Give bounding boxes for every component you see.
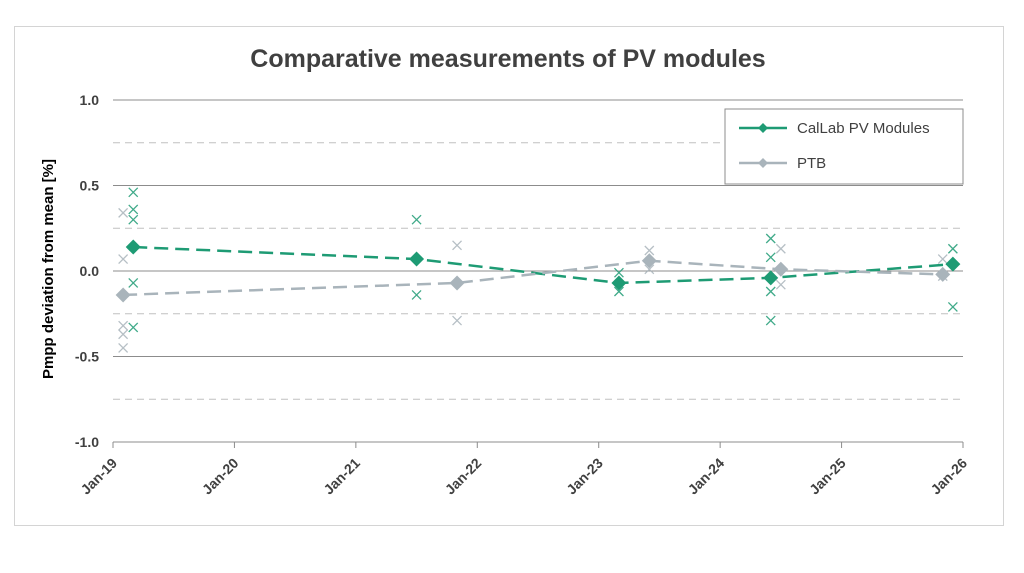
measurement-point [411,214,422,225]
chart-frame: Comparative measurements of PV modules 1… [14,26,1004,526]
series-marker [409,251,425,267]
measurement-point [947,243,958,254]
measurement-point [765,233,776,244]
measurement-point [775,243,786,254]
measurement-point [452,315,463,326]
y-axis-ticks: 1.0 0.5 0.0 -0.5 -1.0 [75,92,99,450]
chart-title: Comparative measurements of PV modules [250,45,765,73]
measurement-point [947,301,958,312]
x-tick-label: Jan-21 [320,455,363,498]
x-tick-label: Jan-26 [927,455,970,498]
series-line [133,245,953,285]
x-tick-label: Jan-19 [77,455,120,498]
series-marker [611,275,627,291]
measurement-point [613,286,624,297]
legend-marker [758,158,768,168]
measurement-point [118,329,129,340]
measurement-point [765,252,776,263]
series-marker [935,266,951,282]
series-line [123,259,943,297]
x-tick-label: Jan-25 [806,455,849,498]
series-marker [125,239,141,255]
y-axis-label: Pmpp deviation from mean [%] [40,159,57,379]
measurement-point [613,267,624,278]
series-marker [641,253,657,269]
y-tick-label: 0.0 [80,263,100,279]
legend-label: CalLab PV Modules [797,120,930,137]
x-axis-ticks: Jan-19 Jan-20 Jan-21 Jan-22 Jan-23 Jan-24 Jan-… [77,442,970,497]
x-tick-label: Jan-22 [442,455,485,498]
legend-box [724,108,964,185]
measurement-point [775,279,786,290]
series-marker [763,270,779,286]
measurement-point [411,289,422,300]
series-marker [115,287,131,303]
y-tick-label: -1.0 [75,434,99,450]
legend: CalLab PV Modules PTB [724,108,964,185]
measurement-point [128,278,139,288]
y-tick-label: -0.5 [75,349,99,365]
measurement-point [644,264,655,275]
measurement-point [128,214,139,225]
measurement-point [128,187,139,198]
y-tick-label: 1.0 [80,92,100,108]
x-tick-label: Jan-23 [563,455,606,498]
x-tick-label: Jan-24 [685,455,728,498]
measurement-point [118,320,129,331]
y-tick-label: 0.5 [80,178,100,194]
series-marker [945,256,961,272]
measurement-point [118,207,129,218]
chart: Comparative measurements of PV modules 1… [40,45,970,497]
measurement-point [118,254,129,264]
individual-measurements [118,187,958,353]
series-markers [115,239,961,303]
measurement-point [452,240,463,251]
measurement-point [765,315,776,326]
measurement-point [644,245,655,256]
measurement-point [128,322,139,333]
x-tick-label: Jan-20 [199,455,242,498]
series-marker [449,275,465,291]
legend-marker [758,123,768,133]
measurement-point [118,342,129,353]
measurement-point [937,254,948,264]
series-marker [773,261,789,277]
measurement-point [128,204,139,215]
legend-label: PTB [797,155,826,172]
measurement-point [765,286,776,297]
